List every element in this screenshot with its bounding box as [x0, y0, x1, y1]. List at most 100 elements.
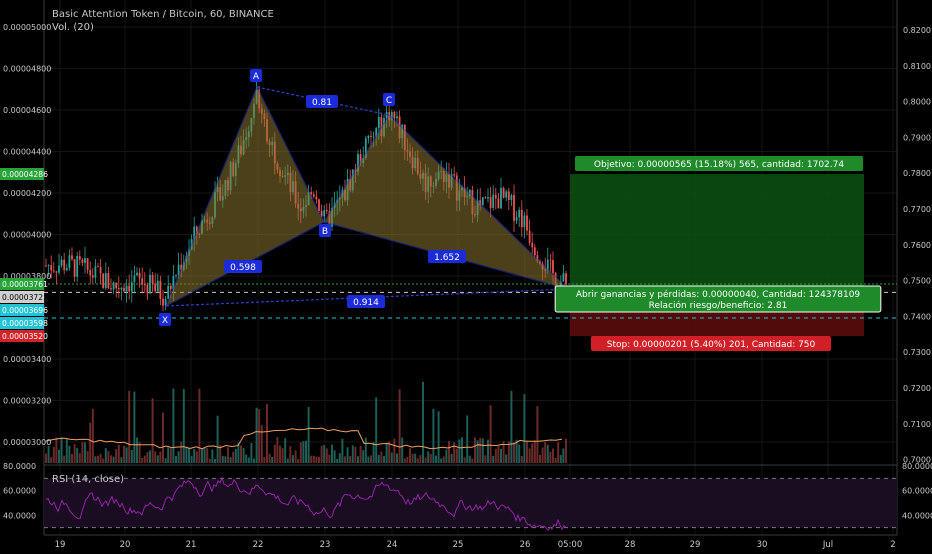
volume-bar	[94, 456, 97, 463]
volume-bar	[245, 454, 248, 463]
volume-bar	[123, 445, 125, 463]
volume-bar	[396, 453, 398, 463]
candle-body	[533, 247, 536, 256]
candle-body	[81, 259, 84, 263]
pattern-point-marker	[159, 313, 171, 326]
volume-bar	[219, 445, 222, 463]
volume-bar	[546, 444, 549, 463]
time-tick-label: 25	[453, 540, 464, 550]
candle-body	[180, 264, 183, 270]
volume-bar	[240, 445, 242, 463]
price-marker-text: 0.00003696	[2, 306, 48, 315]
open-pnl-label-text: Abrir ganancias y pérdidas: 0.00000040, …	[576, 289, 861, 300]
price-marker-text: 0.00004286	[2, 170, 48, 179]
volume-bar	[479, 438, 482, 463]
candle-body	[528, 230, 531, 243]
axes: 0.00005000 0.00004800 0.00004600 0.00004400…	[0, 23, 932, 550]
right-tick-label: 0.8100	[903, 62, 931, 71]
volume-bar	[440, 458, 443, 463]
price-tick-label: 0.00004600	[3, 106, 51, 115]
time-tick-label: 19	[55, 540, 66, 550]
volume-bar	[151, 398, 154, 463]
candle-body	[562, 273, 565, 282]
volume-bar	[294, 450, 297, 463]
volume-bar	[115, 449, 118, 463]
volume-bar	[370, 455, 372, 463]
candle-body	[520, 209, 523, 228]
volume-bar	[81, 442, 84, 463]
volume-bar	[52, 446, 55, 463]
volume-bar	[307, 407, 310, 463]
volume-bar	[229, 457, 232, 463]
volume-bar	[76, 448, 79, 463]
candle-body	[312, 194, 315, 197]
volume-bar	[489, 405, 492, 463]
candle-body	[507, 191, 510, 201]
volume-bar	[500, 448, 502, 463]
volume-bar	[328, 454, 331, 463]
volume-bar	[442, 456, 445, 463]
candle-body	[65, 267, 68, 271]
volume-bar	[271, 456, 274, 463]
volume-bar	[414, 453, 417, 463]
volume-bar	[325, 448, 328, 463]
volume-bar	[63, 455, 66, 463]
time-tick-label: 22	[253, 540, 264, 550]
candle-body	[73, 259, 76, 277]
price-marker-box	[0, 330, 44, 342]
price-tick-label: 0.00004400	[3, 148, 51, 157]
volume-bar	[89, 422, 92, 463]
volume-bar	[507, 441, 510, 463]
time-tick-label: 21	[186, 540, 197, 550]
candle-body	[390, 112, 393, 121]
volume-bar	[312, 455, 315, 463]
right-tick-label: 0.7000	[903, 456, 931, 465]
candle-body	[175, 275, 177, 277]
volume-bar	[284, 438, 287, 463]
candle-body	[104, 273, 107, 289]
target-zone	[570, 174, 864, 293]
volume-bar	[260, 425, 263, 463]
volume-bar	[203, 447, 206, 463]
candle-body	[128, 285, 131, 292]
right-tick-label: 0.7800	[903, 169, 931, 178]
candle-body	[510, 195, 513, 201]
volume-bar	[331, 444, 333, 463]
volume-bar	[47, 446, 50, 463]
open-pnl-label-text: Relación riesgo/beneficio: 2.81	[649, 300, 788, 311]
candle-body	[84, 258, 86, 263]
stop-label-box	[590, 336, 832, 351]
volume-bar	[466, 415, 469, 463]
pattern-point-label: A	[253, 72, 260, 82]
volume-bar	[201, 448, 203, 463]
pattern-ratio-marker	[347, 295, 385, 308]
volume-bar	[78, 453, 81, 463]
rsi-right-tick: 60.0000	[902, 487, 932, 496]
volume-bar	[45, 453, 47, 463]
volume-bar	[91, 408, 94, 463]
candle-body	[531, 242, 534, 248]
time-tick-label: 20	[120, 540, 131, 550]
candle-body	[172, 276, 175, 290]
volume-bar	[242, 448, 245, 463]
candle-body	[130, 282, 133, 292]
candle-body	[156, 280, 159, 292]
pattern-point-label: B	[322, 227, 328, 237]
volume-bar	[149, 450, 151, 463]
volume-bar	[185, 446, 188, 463]
rsi-pane	[44, 476, 897, 531]
price-tick-label: 0.00004800	[3, 65, 51, 74]
volume-bar	[99, 453, 102, 463]
volume-bar	[432, 408, 435, 463]
right-tick-label: 0.7400	[903, 312, 931, 321]
candle-body	[481, 197, 484, 206]
volume-bar	[258, 409, 261, 463]
volume-bar	[289, 446, 292, 463]
rsi-left-tick: 60.0000	[3, 487, 36, 496]
volume-bar	[559, 455, 562, 463]
volume-bar	[565, 438, 567, 463]
volume-bar	[276, 437, 279, 463]
candle-body	[117, 288, 120, 290]
candle-body	[55, 271, 58, 273]
